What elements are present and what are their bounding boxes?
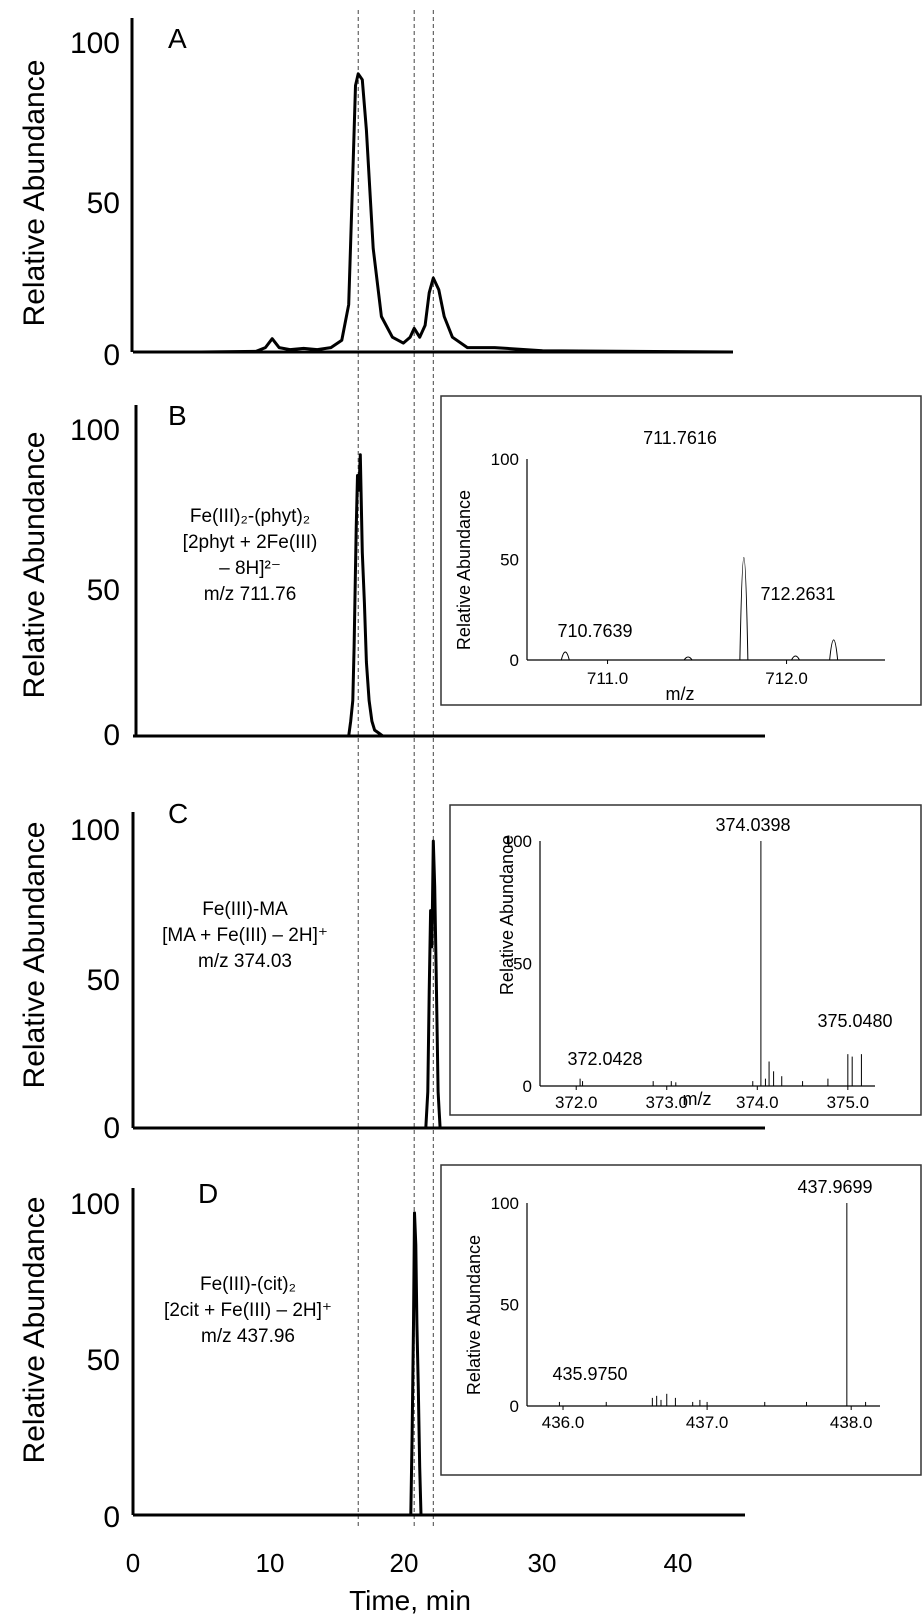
y-tick-label-50-d: 50 [87,1344,120,1377]
y-tick-label-0-c: 0 [103,1112,120,1145]
annotation-ion-b-2: – 8H]²⁻ [219,558,281,579]
inset-y-tick-label-d: 100 [491,1194,519,1213]
peak-label-b: 711.7616 [643,428,717,448]
peak-label-d: 435.9750 [552,1364,627,1384]
inset-box-d [440,1164,922,1476]
inset-x-tick-label-d: 437.0 [686,1413,729,1432]
inset-y-tick-label-b: 100 [491,450,519,469]
peak-label-c: 375.0480 [817,1011,892,1031]
annotation-compound-d: Fe(III)-(cit)₂ [200,1274,296,1295]
inset-x-tick-label-c: 373.0 [645,1093,688,1112]
x-axis-title: Time, min [349,1585,471,1616]
mass-spectrum-inset-d: Relative Abundance 0 50 100 436.0 437.0 438.0… [464,1177,880,1432]
x-tick-label-0: 0 [126,1548,140,1578]
inset-y-tick-label-c: 100 [504,832,532,851]
y-tick-label-0-d: 0 [103,1501,120,1534]
annotation-compound-c: Fe(III)-MA [202,899,288,920]
chromatogram-trace-b [133,453,748,738]
inset-box-b [440,395,922,706]
ms-peak [560,651,570,661]
annotation-mz-b: m/z 711.76 [204,584,297,605]
annotation-mz-d: m/z 437.96 [201,1326,295,1347]
ms-peak [739,557,749,661]
x-tick-label-30: 30 [528,1548,557,1578]
chromatogram-trace-c [133,839,748,1130]
inset-y-tick-label-d: 0 [510,1397,519,1416]
panel-a: A Relative Abundance 100 50 0 [18,18,734,372]
y-tick-label-50-c: 50 [87,964,120,997]
ms-peak [829,639,839,661]
panel-label-a: A [168,23,187,54]
inset-x-tick-label-d: 436.0 [542,1413,585,1432]
y-tick-label-100-b: 100 [70,414,120,447]
x-tick-label-10: 10 [256,1548,285,1578]
inset-y-title-d: Relative Abundance [464,1235,484,1395]
inset-y-tick-label-c: 50 [513,955,532,974]
inset-x-title-b: m/z [666,684,695,704]
chromatogram-trace-d [133,1211,745,1517]
ms-peak [791,655,800,661]
panel-c: C Relative Abundance 100 50 0 Fe(III)-MA… [18,798,922,1145]
y-tick-label-50-a: 50 [87,187,120,220]
chromatogram-trace-a [133,72,734,354]
mass-spectrum-inset-b: Relative Abundance m/z 0 50 100 711.0 712.0 7… [454,428,885,704]
y-tick-label-100-a: 100 [70,27,120,60]
time-axis: 0 10 20 30 40 Time, min [126,1548,693,1616]
annotation-compound-b: Fe(III)₂-(phyt)₂ [190,506,310,527]
panel-label-d: D [198,1178,218,1209]
y-axis-title-a: Relative Abundance [18,60,51,327]
peak-label-b: 710.7639 [557,621,632,641]
inset-x-tick-label-c: 374.0 [736,1093,779,1112]
panel-label-b: B [168,400,187,431]
peak-label-b: 712.2631 [760,584,835,604]
retention-time-guides [357,10,434,1528]
inset-x-tick-label-c: 375.0 [827,1093,870,1112]
annotation-ion-d: [2cit + Fe(III) – 2H]⁺ [164,1300,332,1321]
inset-x-tick-label-b: 712.0 [765,669,808,688]
mass-spectrum-inset-c: Relative Abundance m/z 0 50 100 372.0 373.0 3… [497,815,893,1112]
panel-b: B Relative Abundance 100 50 0 Fe(III)₂-(… [18,395,922,752]
y-axis-title-b: Relative Abundance [18,432,51,699]
ms-peak [683,656,693,661]
annotation-ion-c: [MA + Fe(III) – 2H]⁺ [162,925,328,946]
peak-label-d: 437.9699 [797,1177,872,1197]
peak-label-c: 372.0428 [567,1049,642,1069]
y-tick-label-100-c: 100 [70,814,120,847]
panel-d: D Relative Abundance 100 50 0 Fe(III)-(c… [18,1164,922,1534]
inset-y-tick-label-b: 0 [510,651,519,670]
inset-y-tick-label-b: 50 [500,551,519,570]
inset-x-tick-label-c: 372.0 [555,1093,598,1112]
annotation-mz-c: m/z 374.03 [198,951,292,972]
y-tick-label-0-a: 0 [103,339,120,372]
x-tick-label-20: 20 [390,1548,419,1578]
x-tick-label-40: 40 [664,1548,693,1578]
y-tick-label-50-b: 50 [87,574,120,607]
inset-y-tick-label-d: 50 [500,1296,519,1315]
y-axis-title-d: Relative Abundance [18,1197,51,1464]
inset-box-c [449,804,922,1116]
inset-y-title-c: Relative Abundance [497,835,517,995]
inset-x-tick-label-b: 711.0 [587,669,628,688]
inset-x-tick-label-d: 438.0 [830,1413,873,1432]
y-axis-title-c: Relative Abundance [18,822,51,1089]
inset-y-tick-label-c: 0 [523,1077,532,1096]
annotation-ion-b: [2phyt + 2Fe(III) [183,532,318,553]
y-tick-label-0-b: 0 [103,719,120,752]
inset-x-title-c: m/z [683,1089,712,1109]
panel-label-c: C [168,798,188,829]
inset-y-title-b: Relative Abundance [454,490,474,650]
y-tick-label-100-d: 100 [70,1188,120,1221]
peak-label-c: 374.0398 [715,815,790,835]
